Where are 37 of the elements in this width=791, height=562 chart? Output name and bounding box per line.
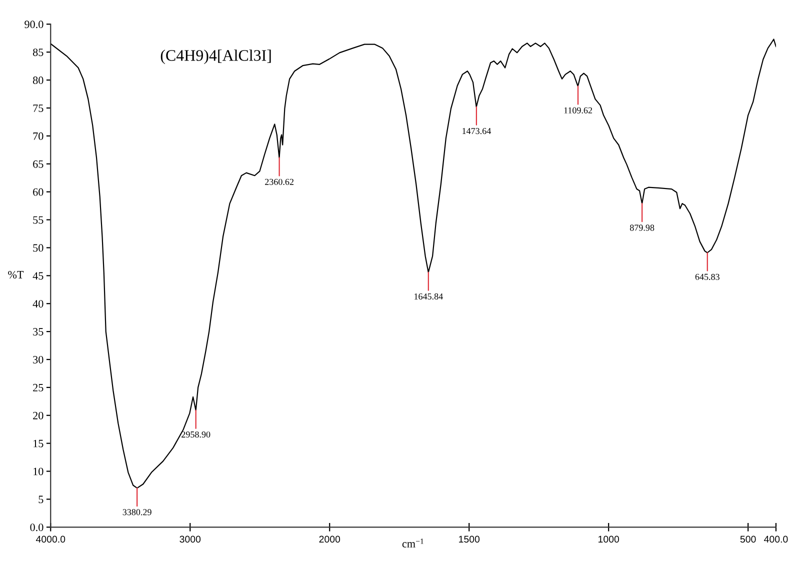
y-tick-label: 90.0 xyxy=(24,20,44,28)
y-tick-label: 70 xyxy=(33,132,44,140)
annotation: 879.98 xyxy=(630,224,654,231)
x-tick-label: 1000 xyxy=(598,536,620,543)
y-tick-label: 65 xyxy=(33,160,44,168)
y-tick-label: 15 xyxy=(34,440,44,448)
y-tick-label: 50 xyxy=(33,244,44,252)
x-tick-label: 500 xyxy=(740,536,756,543)
y-tick-label: 40 xyxy=(32,300,44,308)
y-tick-label: 5 xyxy=(38,496,44,504)
annotation: 1109.62 xyxy=(564,107,592,114)
text: (C4H9)4[AlCl3I] xyxy=(160,50,271,64)
x-tick-label: 4000.0 xyxy=(36,536,66,543)
x-tick-label: 1500 xyxy=(459,536,480,543)
x-tick-label: 400.0 xyxy=(764,536,788,543)
x-tick-label: 2000 xyxy=(319,536,340,543)
y-tick-label: 20 xyxy=(33,412,44,420)
y-tick-label: 25 xyxy=(33,384,44,392)
annotation: 3380.29 xyxy=(122,509,152,516)
y-axis-title: %T xyxy=(8,270,24,278)
annotation: 2360.62 xyxy=(265,178,294,185)
y-tick-label: 75 xyxy=(33,104,44,112)
y-tick-label: 85 xyxy=(32,48,44,56)
annotation: 1473.64 xyxy=(462,128,491,134)
annotation: 1645.84 xyxy=(414,293,443,300)
y-tick-label: 55 xyxy=(33,216,44,224)
y-tick-label: 45 xyxy=(32,272,44,280)
y-tick-label: 35 xyxy=(33,328,44,336)
x-axis-title: cm$^{−1}$ xyxy=(402,538,424,548)
annotation: 645.83 xyxy=(695,274,720,280)
y-tick-label: 80 xyxy=(32,76,44,84)
y-tick-label: 10 xyxy=(34,468,44,476)
y-tick-label: 60 xyxy=(33,188,44,196)
y-tick-label: 30 xyxy=(33,356,44,364)
x-tick-label: 3000 xyxy=(180,536,201,543)
annotation: 2958.90 xyxy=(182,431,210,438)
y-tick-label: 0.0 xyxy=(30,524,44,532)
